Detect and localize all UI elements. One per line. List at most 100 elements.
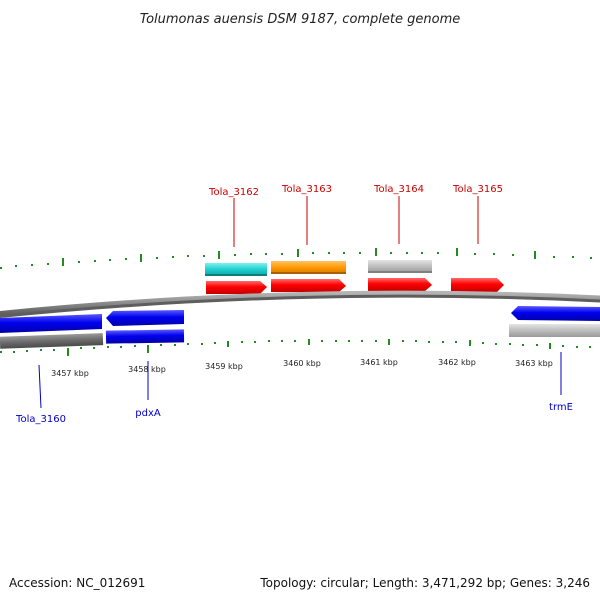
feature-cyan-shadow [205, 274, 267, 276]
outer-tick [172, 256, 174, 258]
gene-label-tola-3160[interactable]: Tola_3160 [15, 414, 66, 425]
outer-tick [234, 254, 236, 256]
outer-tick [281, 253, 283, 255]
ruler-label: 3463 kbp [515, 359, 553, 368]
inner-tick-major [308, 339, 310, 345]
inner-tick [13, 351, 15, 353]
gene-arrow-tola-3163[interactable] [271, 279, 346, 292]
inner-tick [495, 343, 497, 345]
inner-tick [241, 341, 243, 343]
feature-blue[interactable] [105, 329, 185, 344]
map-title: Tolumonas auensis DSM 9187, complete gen… [140, 12, 461, 27]
inner-tick [455, 341, 457, 343]
outer-tick [493, 253, 495, 255]
inner-tick [428, 341, 430, 343]
gene-label-tola-3162[interactable]: Tola_3162 [208, 187, 259, 198]
inner-tick [589, 346, 591, 348]
feature-cyan[interactable] [205, 263, 267, 276]
outer-tick [421, 252, 423, 254]
inner-tick [80, 347, 82, 349]
feature-light-gray[interactable] [509, 324, 600, 337]
outer-tick [31, 264, 33, 266]
inner-tick [361, 340, 363, 342]
outer-tick [250, 253, 252, 255]
inner-tick [120, 346, 122, 348]
outer-tick [94, 260, 96, 262]
feature-gray[interactable] [368, 260, 432, 273]
outer-tick [203, 255, 205, 257]
outer-tick [125, 258, 127, 260]
inner-tick [26, 350, 28, 352]
inner-tick [562, 345, 564, 347]
inner-tick [0, 351, 2, 353]
outer-tick [187, 255, 189, 257]
outer-tick [0, 267, 2, 269]
outer-tick [328, 252, 330, 254]
outer-tick [109, 259, 111, 261]
gene-arrow-tola-3162[interactable] [206, 281, 267, 294]
inner-tick-major [227, 341, 229, 347]
outer-tick [359, 252, 361, 254]
outer-tick-major [140, 254, 142, 262]
inner-tick [187, 343, 189, 345]
outer-tick-major [297, 249, 299, 257]
outer-tick-major [218, 251, 220, 259]
ruler-label: 3461 kbp [360, 358, 398, 367]
inner-tick [107, 346, 109, 348]
outer-tick [437, 252, 439, 254]
feature-gray-shadow [368, 271, 432, 273]
inner-tick [254, 341, 256, 343]
gene-arrow-trme[interactable] [511, 306, 600, 321]
outer-tick [343, 252, 345, 254]
inner-tick [281, 340, 283, 342]
gene-arrow-pdxa[interactable] [106, 310, 184, 326]
inner-feature-track [0, 324, 600, 349]
gene-label-tola-3165[interactable]: Tola_3165 [452, 184, 503, 195]
inner-tick [522, 344, 524, 346]
feature-dark-gray[interactable] [0, 333, 104, 349]
outer-feature-track [205, 260, 432, 276]
outer-tick-major [375, 248, 377, 256]
inner-tick-major [549, 343, 551, 349]
genome-backbone [0, 290, 600, 316]
feature-orange[interactable] [271, 261, 346, 274]
outer-tick [553, 256, 555, 258]
inner-tick [160, 344, 162, 346]
inner-tick [134, 345, 136, 347]
inner-tick [201, 343, 203, 345]
outer-tick [78, 261, 80, 263]
gene-label-pdxa[interactable]: pdxA [135, 408, 161, 419]
inner-tick [482, 342, 484, 344]
ruler-label: 3459 kbp [205, 362, 243, 371]
outer-tick [15, 265, 17, 267]
genome-backbone-shadow [0, 291, 600, 319]
gene-label-trme[interactable]: trmE [549, 402, 573, 413]
gene-arrow-tola-3165[interactable] [451, 278, 504, 292]
outer-tick [512, 254, 514, 256]
ruler-label: 3460 kbp [283, 359, 321, 368]
outer-tick-major [456, 248, 458, 256]
inner-tick [402, 340, 404, 342]
forward-gene-labels: Tola_3162 Tola_3163 Tola_3164 Tola_3165 [208, 184, 503, 247]
accession-text: Accession: NC_012691 [9, 576, 146, 590]
inner-tick [415, 340, 417, 342]
gene-label-tola-3163[interactable]: Tola_3163 [281, 184, 332, 195]
leader-line [38, 364, 42, 409]
inner-tick-major [67, 348, 69, 356]
inner-tick [294, 340, 296, 342]
inner-tick [53, 349, 55, 351]
gene-arrow-tola-3160[interactable] [0, 314, 102, 333]
outer-tick [590, 257, 592, 259]
inner-tick [348, 340, 350, 342]
inner-tick [375, 340, 377, 342]
outer-tick [156, 257, 158, 259]
inner-tick [536, 344, 538, 346]
gene-label-tola-3164[interactable]: Tola_3164 [373, 184, 424, 195]
ruler-label: 3457 kbp [51, 369, 89, 378]
outer-tick [265, 253, 267, 255]
inner-tick [214, 342, 216, 344]
gene-arrow-tola-3164[interactable] [368, 278, 432, 291]
forward-strand-genes [206, 278, 504, 294]
inner-tick [442, 341, 444, 343]
